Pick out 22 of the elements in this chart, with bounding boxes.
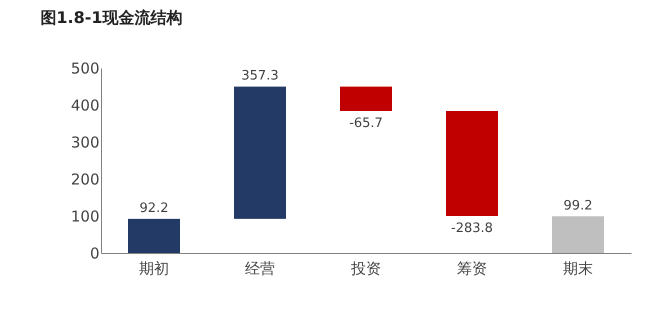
x-tick-label: 筹资: [457, 260, 487, 278]
bar: [128, 218, 180, 253]
x-tick-label: 期末: [563, 260, 593, 278]
y-tick-label: 0: [90, 244, 100, 262]
data-label: -283.8: [451, 221, 493, 236]
data-label: 92.2: [140, 200, 168, 216]
y-tick-label: 500: [70, 60, 100, 78]
y-tick-label: 400: [70, 96, 100, 114]
y-tick-label: 300: [70, 134, 100, 152]
bar: [234, 86, 286, 219]
bar: [446, 110, 498, 216]
bar: [552, 216, 604, 253]
x-tick-label: 投资: [350, 260, 381, 278]
data-label: 99.2: [564, 198, 592, 214]
x-tick-label: 期初: [139, 260, 169, 278]
y-tick-label: 100: [70, 208, 100, 226]
y-tick-label: 200: [70, 170, 100, 188]
chart-title: 图1.8-1现金流结构: [40, 8, 182, 27]
data-label: 357.3: [241, 68, 279, 84]
bar: [340, 86, 392, 111]
x-tick-label: 经营: [245, 260, 275, 278]
data-label: -65.7: [349, 116, 383, 131]
